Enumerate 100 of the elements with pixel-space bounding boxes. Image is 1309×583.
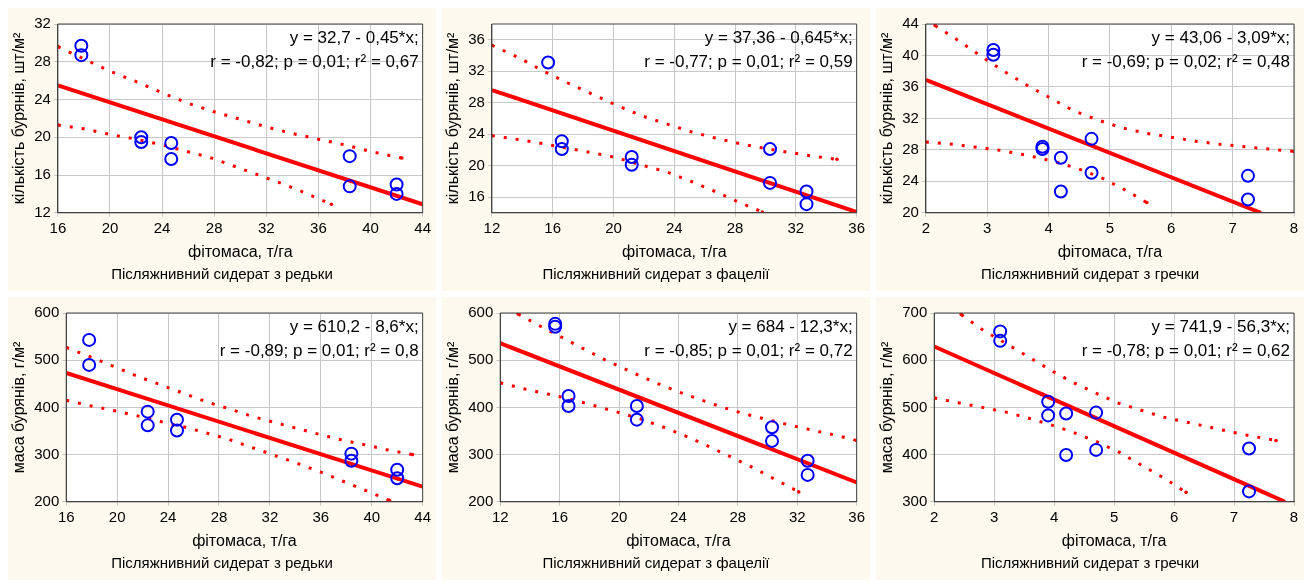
point (74, 38, 89, 53)
x-tick-label: 16 (544, 218, 562, 236)
annotation: r = -0,85; p = 0,01; r² = 0,72 (644, 341, 853, 361)
x-axis-title: фітомаса, т/га (187, 242, 293, 260)
point (74, 48, 89, 63)
y-tick-label: 500 (34, 350, 60, 368)
point (169, 423, 184, 438)
x-axis-title: фітомаса, т/га (1057, 242, 1163, 260)
point (344, 453, 359, 468)
x-tick-label: 28 (726, 218, 744, 236)
y-tick-label: 600 (468, 303, 494, 321)
x-tick-label: 3 (990, 507, 999, 525)
y-tick-label: 28 (468, 92, 485, 110)
x-tick-label: 6 (1167, 218, 1176, 236)
annotation: y = 43,06 - 3,09*x; (1151, 28, 1290, 48)
y-tick-label: 20 (902, 202, 919, 220)
x-tick-label: 8 (1289, 218, 1299, 236)
y-tick-label: 24 (902, 171, 919, 189)
line-series (516, 313, 857, 442)
y-tick-label: 400 (902, 444, 928, 462)
y-axis-title: маса бурянів, г/м² (444, 340, 462, 474)
point (134, 135, 149, 149)
annotation: y = 741,9 - 56,3*x; (1151, 317, 1290, 337)
x-tick-label: 44 (414, 507, 431, 525)
point (799, 184, 814, 199)
line-series (925, 140, 1149, 205)
x-tick-label: 8 (1289, 507, 1299, 525)
point (993, 324, 1008, 339)
y-tick-label: 300 (902, 491, 928, 509)
point (765, 433, 780, 448)
x-tick-label: 3 (983, 218, 992, 236)
x-tick-label: 4 (1049, 507, 1059, 525)
x-tick-label: 5 (1105, 218, 1115, 236)
point (629, 398, 644, 413)
x-axis-title: фітомаса, т/га (626, 531, 731, 549)
y-tick-label: 16 (468, 187, 485, 205)
x-tick-label: 32 (787, 218, 805, 236)
y-tick-label: 200 (468, 491, 494, 509)
point (140, 418, 155, 433)
line-series (933, 24, 1294, 153)
point (799, 197, 814, 212)
point (344, 446, 359, 461)
y-tick-label: 600 (902, 350, 928, 368)
point (389, 186, 404, 201)
point (1041, 408, 1056, 423)
y-axis-title: кількість бурянів, шт/м² (878, 31, 896, 205)
x-tick-label: 28 (729, 507, 747, 525)
y-tick-label: 32 (468, 61, 485, 79)
y-tick-label: 36 (468, 29, 485, 47)
point (1084, 165, 1099, 180)
point (1242, 441, 1257, 456)
x-tick-label: 7 (1228, 218, 1237, 236)
x-axis-title: фітомаса, т/га (1061, 531, 1167, 549)
x-tick-label: 24 (159, 507, 177, 525)
x-tick-label: 36 (312, 507, 330, 525)
y-axis-title: маса бурянів, г/м² (10, 340, 28, 474)
y-tick-label: 300 (34, 444, 60, 462)
point (1240, 192, 1255, 207)
point (765, 420, 780, 435)
x-tick-label: 28 (205, 218, 223, 236)
x-tick-label: 32 (257, 218, 275, 236)
x-tick-label: 7 (1229, 507, 1239, 525)
point (134, 130, 149, 145)
y-tick-label: 600 (34, 303, 60, 321)
y-tick-label: 32 (34, 14, 51, 32)
point (389, 177, 404, 192)
y-tick-label: 500 (902, 397, 928, 415)
point (1059, 406, 1074, 421)
point (1240, 168, 1255, 183)
x-tick-label: 24 (665, 218, 683, 236)
point (82, 332, 97, 347)
x-tick-label: 32 (788, 507, 806, 525)
x-tick-label: 20 (101, 218, 119, 236)
point (1089, 405, 1104, 420)
point (1089, 442, 1104, 457)
point (986, 47, 1001, 62)
point (554, 134, 569, 149)
x-tick-label: 36 (848, 507, 865, 525)
point (986, 42, 1001, 57)
point (1242, 484, 1257, 499)
text: Післяжнивний сидерат з фацелії (541, 553, 771, 573)
y-tick-label: 44 (902, 14, 919, 32)
point (561, 389, 576, 404)
annotation: y = 684 - 12,3*x; (728, 317, 853, 337)
x-tick-label: 20 (605, 218, 622, 236)
text: Післяжнивний сидерат з гречки (979, 264, 1201, 284)
text: Післяжнивний сидерат з фацелії (541, 264, 771, 284)
annotation: r = -0,82; p = 0,01; r² = 0,67 (210, 52, 419, 72)
point (82, 357, 97, 372)
text: Післяжнивний сидерат з редьки (110, 553, 334, 573)
x-tick-label: 2 (921, 218, 931, 236)
x-tick-label: 40 (362, 218, 379, 236)
y-tick-label: 20 (34, 127, 51, 145)
y-axis-title: кількість бурянів, шт/м² (444, 31, 462, 205)
y-axis-title: кількість бурянів, шт/м² (10, 31, 28, 205)
annotation: r = -0,69; p = 0,02; r² = 0,48 (1081, 52, 1290, 72)
point (1084, 131, 1099, 146)
annotation: y = 37,36 - 0,645*x; (704, 28, 853, 48)
x-tick-label: 20 (108, 507, 126, 525)
annotation: r = -0,89; p = 0,01; r² = 0,8 (219, 341, 419, 361)
